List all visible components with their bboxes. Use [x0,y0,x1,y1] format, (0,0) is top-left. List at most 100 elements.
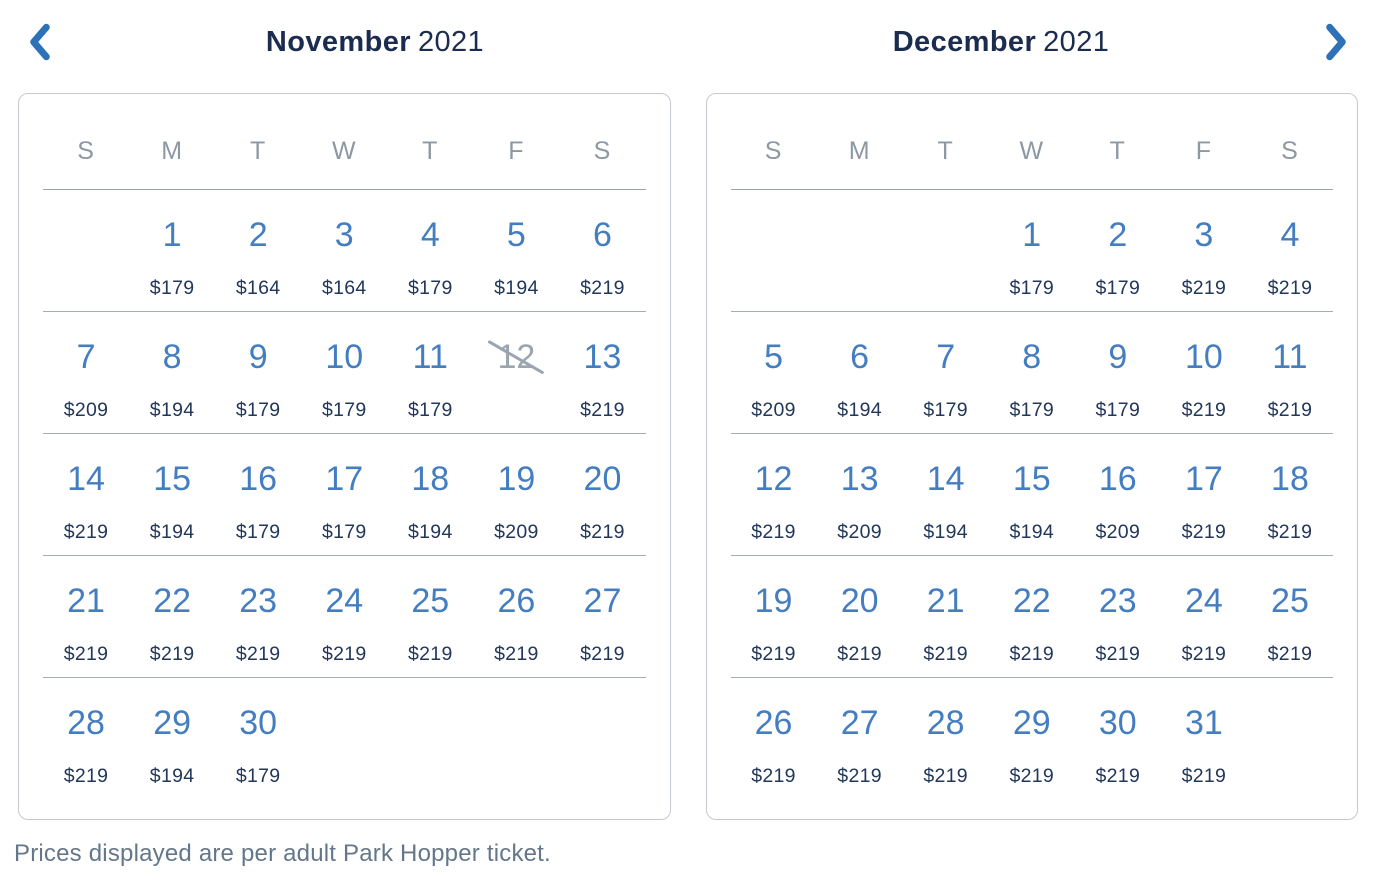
calendar-day-cell[interactable]: 8 $179 [989,312,1075,433]
day-number: 11 [1272,338,1308,376]
calendar-day-cell[interactable]: 4 $219 [1247,190,1333,311]
calendar-day-cell[interactable]: 15 $194 [129,434,215,555]
day-number: 16 [1098,460,1137,498]
calendar-day-cell[interactable]: 1 $179 [129,190,215,311]
calendar-day-cell[interactable]: 23 $219 [1075,556,1161,677]
day-price: $219 [751,765,796,787]
calendar-day-cell[interactable]: 27 $219 [559,556,645,677]
calendar-day-cell[interactable]: 29 $219 [989,678,1075,800]
calendar-day-cell[interactable]: 14 $219 [43,434,129,555]
day-number: 29 [153,704,192,742]
calendar-day-cell[interactable]: 28 $219 [903,678,989,800]
day-number: 13 [840,460,879,498]
calendar-day-cell[interactable]: 10 $219 [1161,312,1247,433]
calendar-day-cell[interactable]: 11 $179 [387,312,473,433]
calendar-day-cell[interactable]: 9 $179 [215,312,301,433]
calendar-day-cell[interactable]: 16 $179 [215,434,301,555]
chevron-left-icon [27,23,53,61]
day-number: 18 [411,460,450,498]
calendar-day-cell[interactable]: 25 $219 [387,556,473,677]
calendar-day-cell[interactable]: 24 $219 [301,556,387,677]
day-price: $164 [235,277,281,299]
calendar-day-cell[interactable]: 17 $219 [1161,434,1247,555]
day-price: $179 [1009,399,1055,421]
calendar-day-cell[interactable]: 22 $219 [989,556,1075,677]
day-price: $209 [63,399,109,421]
calendar-day-cell[interactable]: 30 $219 [1075,678,1161,800]
calendar-day-cell[interactable]: 9 $179 [1075,312,1161,433]
calendar-day-cell[interactable]: 20 $219 [817,556,903,677]
calendar-day-cell-unavailable: 12 [473,312,559,433]
day-of-week-label: S [593,137,612,165]
calendar-day-cell[interactable]: 4 $179 [387,190,473,311]
calendar-empty-cell [387,678,473,800]
calendar-day-cell[interactable]: 21 $219 [903,556,989,677]
calendar-day-cell[interactable]: 16 $209 [1075,434,1161,555]
calendar-day-cell[interactable]: 3 $219 [1161,190,1247,311]
calendar-day-cell[interactable]: 26 $219 [731,678,817,800]
calendar-day-cell[interactable]: 7 $209 [43,312,129,433]
day-number: 14 [926,460,965,498]
day-of-week-label: T [1109,137,1126,165]
calendar-day-cell[interactable]: 22 $219 [129,556,215,677]
calendar-day-cell[interactable]: 8 $194 [129,312,215,433]
month-year: 2021 [417,25,485,58]
calendar-day-cell[interactable]: 11 $219 [1247,312,1333,433]
day-number: 28 [67,704,105,742]
calendar-day-cell[interactable]: 30 $179 [215,678,301,800]
calendar-day-cell[interactable]: 5 $194 [473,190,559,311]
calendar-day-cell[interactable]: 10 $179 [301,312,387,433]
calendar-day-cell[interactable]: 1 $179 [989,190,1075,311]
day-number: 3 [334,216,354,254]
day-number: 21 [926,582,965,620]
day-number: 24 [1184,582,1223,620]
calendar-day-cell[interactable]: 15 $194 [989,434,1075,555]
calendar-day-cell[interactable]: 6 $219 [559,190,645,311]
calendar-day-cell[interactable]: 29 $194 [129,678,215,800]
day-price: $219 [580,399,625,421]
calendar-day-cell[interactable]: 27 $219 [817,678,903,800]
calendar-day-cell[interactable]: 20 $219 [559,434,645,555]
calendar-day-cell[interactable]: 25 $219 [1247,556,1333,677]
calendar-day-cell[interactable]: 14 $194 [903,434,989,555]
calendar-day-cell[interactable]: 18 $219 [1247,434,1333,555]
day-number: 25 [411,582,450,620]
calendar-day-cell[interactable]: 17 $179 [301,434,387,555]
day-price: $194 [408,521,453,543]
calendar-day-cell[interactable]: 2 $179 [1075,190,1161,311]
calendar-day-cell[interactable]: 12 $219 [731,434,817,555]
price-calendar-page: November 2021 December 2021 S M T W T F S 1 $179 2 $… [0,0,1376,868]
calendar-day-cell[interactable]: 18 $194 [387,434,473,555]
day-number: 4 [1280,216,1300,254]
calendar-day-cell[interactable]: 5 $209 [731,312,817,433]
calendar-day-cell[interactable]: 28 $219 [43,678,129,800]
calendar-day-cell[interactable]: 3 $164 [301,190,387,311]
day-of-week-label: M [848,137,871,165]
calendar-day-cell[interactable]: 19 $219 [731,556,817,677]
calendar-day-cell[interactable]: 13 $209 [817,434,903,555]
calendar-day-cell[interactable]: 7 $179 [903,312,989,433]
calendar-day-cell[interactable]: 26 $219 [473,556,559,677]
previous-month-button[interactable] [18,20,62,64]
calendar-day-cell[interactable]: 23 $219 [215,556,301,677]
next-month-button[interactable] [1314,20,1358,64]
day-number: 6 [592,216,612,254]
calendar-day-cell[interactable]: 24 $219 [1161,556,1247,677]
month-name: November [265,25,411,58]
day-price: $219 [1009,643,1055,665]
day-number: 22 [1012,582,1051,620]
calendar-day-cell[interactable]: 21 $219 [43,556,129,677]
calendar-empty-cell [473,678,559,800]
calendar-day-cell[interactable]: 19 $209 [473,434,559,555]
calendar-day-cell[interactable]: 31 $219 [1161,678,1247,800]
day-number: 13 [583,338,622,376]
calendar-empty-cell [43,190,129,311]
day-price: $219 [149,643,195,665]
calendar-day-cell[interactable]: 6 $194 [817,312,903,433]
day-of-week-label: T [937,137,954,165]
calendar-day-cell[interactable]: 13 $219 [559,312,645,433]
chevron-right-icon [1323,23,1349,61]
calendar-day-cell[interactable]: 2 $164 [215,190,301,311]
day-price: $219 [751,643,796,665]
